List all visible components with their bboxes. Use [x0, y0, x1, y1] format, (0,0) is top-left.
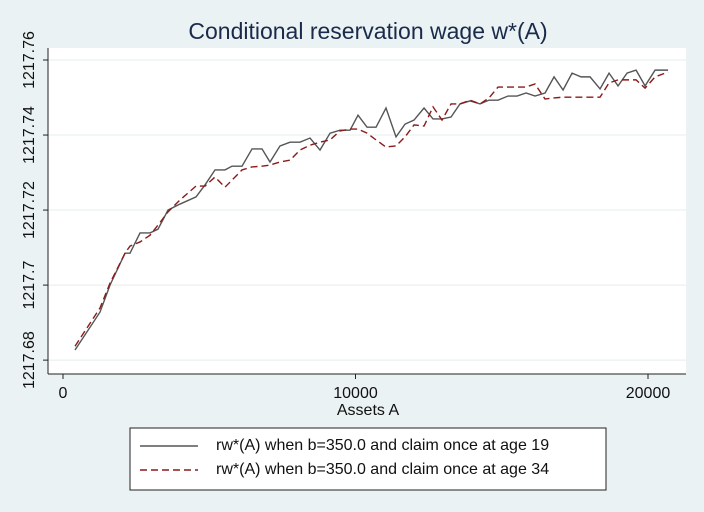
- chart-title: Conditional reservation wage w*(A): [188, 18, 547, 44]
- x-axis-label: Assets A: [337, 402, 400, 419]
- x-tick-label: 10000: [333, 385, 378, 402]
- x-tick-label: 0: [59, 385, 68, 402]
- y-tick-label: 1217.7: [21, 261, 38, 310]
- y-tick-label: 1217.68: [21, 331, 38, 389]
- y-tick-label: 1217.76: [21, 31, 38, 89]
- legend-label: rw*(A) when b=350.0 and claim once at ag…: [216, 461, 549, 478]
- y-tick-label: 1217.74: [21, 106, 38, 164]
- legend-label: rw*(A) when b=350.0 and claim once at ag…: [216, 437, 549, 454]
- plot-area: [48, 48, 686, 374]
- x-tick-label: 20000: [626, 385, 671, 402]
- y-tick-label: 1217.72: [21, 181, 38, 239]
- legend-box: [129, 427, 607, 491]
- line-series: [74, 69, 669, 351]
